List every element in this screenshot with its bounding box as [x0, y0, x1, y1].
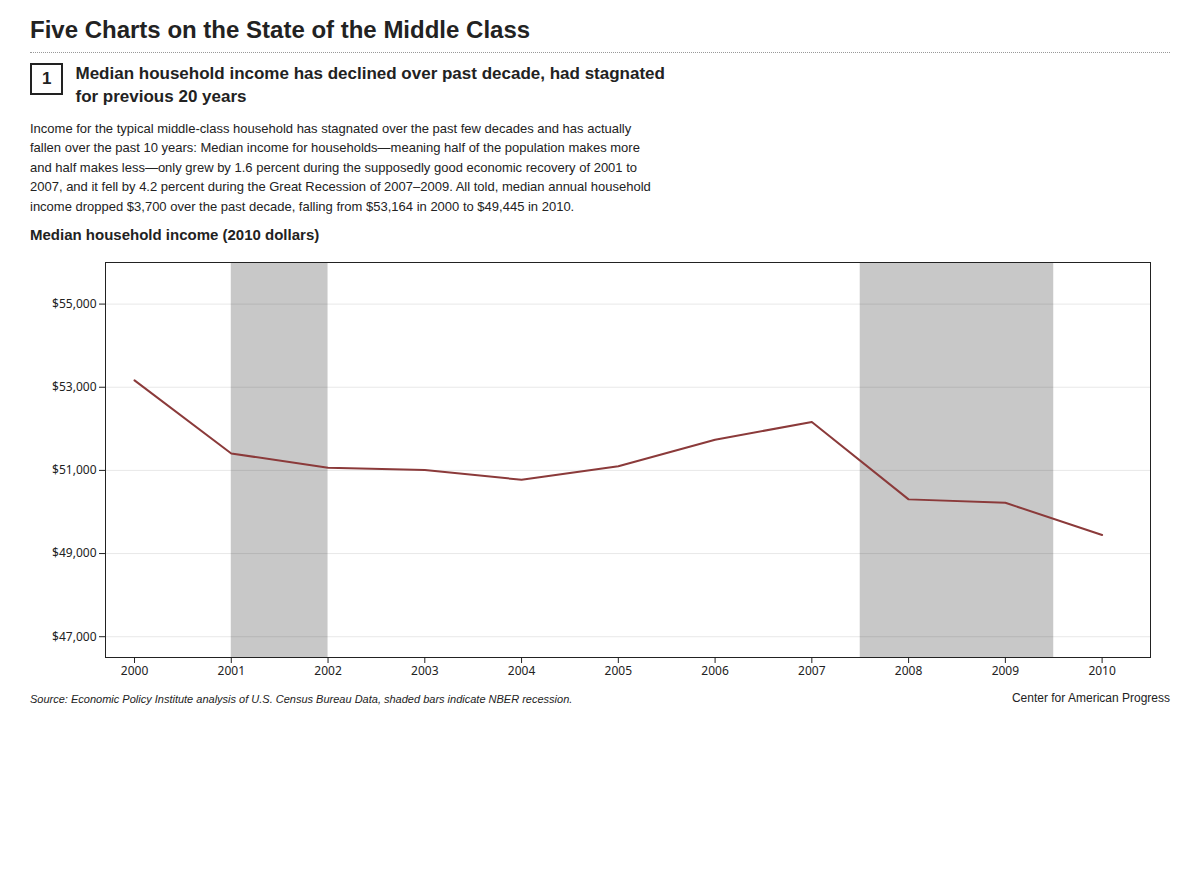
svg-text:$55,000: $55,000	[52, 295, 97, 312]
svg-text:2001: 2001	[218, 662, 245, 679]
svg-text:2007: 2007	[798, 662, 826, 679]
svg-text:2006: 2006	[701, 662, 729, 679]
html-text:Center for American Progress: Center for American Progress	[1011, 691, 1170, 706]
svg-text:2008: 2008	[895, 662, 923, 679]
svg-text:$49,000: $49,000	[52, 545, 97, 562]
svg-text:2002: 2002	[314, 662, 342, 679]
svg-text:$53,000: $53,000	[52, 378, 97, 395]
svg-text:2003: 2003	[411, 662, 439, 679]
svg-text:2009: 2009	[992, 662, 1020, 679]
html-text:Median household income has de: Median household income has declined ove…	[75, 64, 665, 106]
svg-text:$47,000: $47,000	[52, 628, 97, 645]
html-text:Median household income (2010: Median household income (2010 dollars)	[30, 226, 320, 244]
html-text:Source: Economic Policy Instit: Source: Economic Policy Institute analys…	[30, 693, 573, 706]
html-text:Income for the typical middle-: Income for the typical middle-class hous…	[30, 120, 651, 214]
svg-text:2000: 2000	[121, 662, 149, 679]
svg-text:2010: 2010	[1088, 662, 1116, 679]
svg-text:2004: 2004	[508, 662, 536, 679]
svg-text:$51,000: $51,000	[52, 462, 97, 479]
svg-text:2005: 2005	[605, 662, 633, 679]
html-text:Five Charts on the State of th: Five Charts on the State of the Middle C…	[30, 16, 531, 43]
html-text:1: 1	[42, 69, 52, 88]
